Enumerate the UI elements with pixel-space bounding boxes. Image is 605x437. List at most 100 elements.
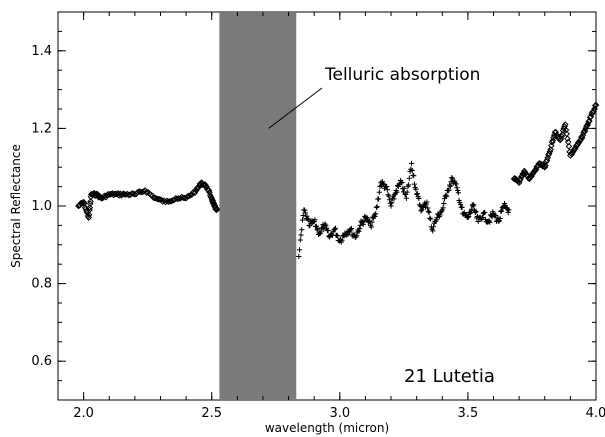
data-point-fill (479, 214, 486, 221)
y-tick-label: 1.2 (31, 121, 52, 136)
data-point-fill (300, 212, 306, 219)
data-point-fill (548, 142, 555, 149)
data-point-fill (312, 217, 318, 223)
data-point-fill (473, 208, 479, 214)
x-tick-label: 2.5 (201, 406, 222, 421)
series-2 (510, 101, 600, 187)
data-point-fill (304, 213, 310, 219)
data-point-fill (83, 207, 90, 215)
x-tick-label: 4.0 (586, 406, 605, 421)
data-point-fill (446, 187, 452, 193)
data-point-fill (467, 210, 473, 216)
data-point-fill (414, 191, 420, 197)
y-tick-label: 1.4 (31, 44, 52, 59)
data-point-fill (318, 229, 324, 235)
data-point-fill (174, 195, 181, 203)
y-tick-label: 0.6 (31, 354, 52, 369)
data-point-fill (466, 213, 472, 220)
data-point-fill (394, 189, 400, 195)
data-point (332, 226, 338, 232)
x-tick-label: 2.0 (73, 406, 94, 421)
data-point-fill (411, 181, 418, 187)
data-point-fill (368, 224, 374, 230)
data-point-fill (372, 213, 378, 220)
data-point-fill (427, 215, 433, 221)
data-point (408, 160, 415, 166)
data-point-fill (565, 143, 573, 150)
data-point (203, 183, 210, 190)
data-point-fill (487, 219, 493, 225)
data-point-fill (385, 192, 391, 198)
data-point-fill (138, 188, 146, 196)
data-point-fill (185, 192, 193, 200)
series-0 (75, 179, 221, 221)
data-point-fill (384, 183, 390, 190)
data-point-fill (468, 206, 475, 212)
y-tick-label: 1.0 (31, 199, 52, 214)
data-point-fill (354, 233, 360, 239)
data-point-fill (305, 216, 311, 222)
telluric-annotation: Telluric absorption (324, 65, 480, 85)
x-tick-label: 3.5 (458, 406, 479, 421)
data-point-fill (184, 193, 191, 200)
data-point (561, 121, 569, 128)
data-point (296, 253, 302, 260)
data-point-fill (386, 197, 393, 203)
data-point-fill (443, 192, 449, 198)
data-point-fill (213, 205, 220, 212)
data-point-fill (451, 178, 457, 184)
data-point (506, 207, 512, 213)
data-point-fill (425, 205, 431, 211)
data-point-fill (191, 189, 199, 197)
data-point-fill (302, 210, 309, 216)
data-point-fill (413, 186, 419, 192)
data-point-fill (454, 185, 460, 191)
data-point-fill (498, 208, 504, 215)
data-point-fill (323, 223, 329, 229)
data-point-fill (406, 175, 412, 181)
data-point-fill (411, 173, 417, 179)
data-point-fill (441, 200, 447, 207)
data-point-fill (166, 198, 174, 205)
data-point-fill (437, 212, 443, 218)
data-point (388, 203, 394, 209)
axis-ticks (57, 11, 597, 401)
data-point-fill (187, 192, 194, 199)
data-point-fill (297, 237, 303, 243)
data-point (592, 101, 600, 109)
data-point-fill (307, 223, 313, 229)
target-name-label: 21 Lutetia (404, 366, 495, 387)
tick-labels: 2.0 2.5 3.0 3.5 4.0 0.6 0.8 1.0 1.2 1.4 (31, 44, 605, 421)
data-point-fill (339, 237, 345, 243)
data-point-fill (459, 204, 465, 210)
y-tick-label: 0.8 (31, 277, 52, 292)
telluric-pointer-line (268, 87, 323, 129)
data-point-fill (386, 193, 392, 199)
data-point-fill (205, 187, 213, 194)
data-point-fill (455, 190, 461, 196)
data-point-fill (505, 209, 511, 216)
data-point-fill (356, 226, 363, 232)
data-point-fill (468, 209, 474, 215)
data-point-fill (360, 221, 366, 227)
data-point-fill (335, 233, 341, 239)
data-point-fill (409, 167, 415, 174)
data-point-fill (547, 146, 554, 153)
data-point-fill (348, 225, 355, 232)
data-point-fill (391, 196, 397, 202)
data-point-fill (114, 190, 122, 197)
series-1 (296, 160, 512, 260)
data-point (419, 207, 425, 213)
data-point-fill (498, 208, 505, 214)
data-point-fill (321, 226, 327, 232)
data-point (455, 187, 461, 194)
data-point-fill (332, 225, 339, 231)
data-point-fill (542, 162, 549, 169)
data-point-fill (399, 179, 405, 185)
data-point-fill (84, 212, 92, 220)
data-point-fill (334, 232, 340, 239)
telluric-band-rect (219, 12, 297, 400)
data-point-fill (298, 232, 304, 238)
data-point (465, 215, 471, 221)
